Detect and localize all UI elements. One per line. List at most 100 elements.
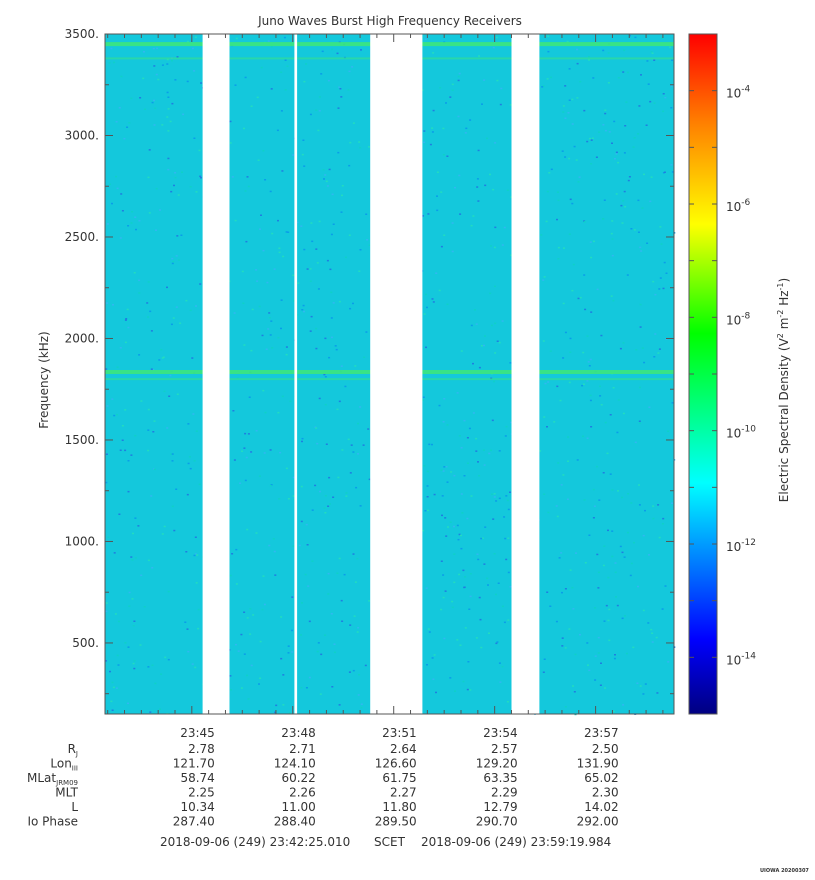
- noise-pixel: [119, 347, 122, 349]
- noise-pixel: [649, 100, 652, 103]
- noise-pixel: [453, 553, 456, 555]
- noise-pixel: [335, 348, 338, 351]
- noise-pixel: [607, 52, 610, 54]
- noise-pixel: [460, 493, 463, 495]
- noise-pixel: [250, 664, 253, 667]
- noise-pixel: [284, 89, 287, 91]
- noise-pixel: [111, 709, 114, 711]
- y-tick-label: 3000.: [65, 129, 99, 143]
- x-tick-label: 23:45: [180, 726, 215, 740]
- noise-pixel: [571, 202, 574, 205]
- noise-pixel: [569, 351, 572, 353]
- noise-pixel: [614, 571, 617, 574]
- noise-pixel: [671, 402, 674, 404]
- noise-pixel: [578, 176, 581, 178]
- noise-pixel: [567, 460, 569, 462]
- y-tick-label: 3500.: [65, 27, 99, 41]
- noise-pixel: [320, 73, 323, 75]
- ephemeris-value: 2.29: [491, 786, 518, 800]
- noise-pixel: [349, 307, 352, 310]
- noise-pixel: [572, 608, 575, 610]
- noise-pixel: [170, 323, 173, 326]
- noise-pixel: [457, 538, 460, 541]
- noise-pixel: [433, 493, 436, 496]
- noise-pixel: [604, 109, 607, 111]
- noise-pixel: [345, 495, 348, 497]
- noise-pixel: [590, 256, 593, 259]
- noise-pixel: [477, 149, 480, 152]
- noise-pixel: [196, 554, 199, 556]
- noise-pixel: [484, 526, 487, 528]
- noise-pixel: [250, 105, 253, 107]
- noise-pixel: [128, 591, 131, 594]
- noise-pixel: [639, 246, 642, 249]
- noise-pixel: [622, 200, 625, 202]
- noise-pixel: [304, 573, 307, 576]
- noise-pixel: [589, 241, 592, 243]
- noise-pixel: [320, 653, 323, 656]
- noise-pixel: [671, 502, 673, 504]
- noise-pixel: [590, 139, 593, 141]
- noise-pixel: [317, 642, 320, 644]
- noise-pixel: [156, 47, 159, 50]
- noise-pixel: [187, 423, 190, 425]
- noise-pixel: [456, 392, 459, 394]
- noise-pixel: [501, 320, 504, 322]
- noise-pixel: [331, 686, 334, 688]
- ephemeris-value: 289.50: [375, 815, 417, 829]
- noise-pixel: [292, 476, 295, 479]
- noise-pixel: [263, 452, 266, 454]
- noise-pixel: [162, 356, 165, 358]
- noise-pixel: [639, 303, 642, 306]
- noise-pixel: [424, 38, 427, 41]
- noise-pixel: [472, 412, 475, 414]
- noise-pixel: [127, 326, 130, 329]
- noise-pixel: [583, 221, 586, 223]
- noise-pixel: [105, 660, 107, 662]
- noise-pixel: [624, 125, 627, 127]
- noise-pixel: [564, 588, 567, 590]
- y-tick-label: 500.: [72, 636, 99, 650]
- noise-pixel: [638, 484, 640, 486]
- noise-pixel: [650, 628, 653, 631]
- noise-pixel: [324, 174, 327, 176]
- noise-pixel: [125, 318, 128, 320]
- noise-pixel: [623, 152, 626, 154]
- noise-pixel: [557, 462, 560, 464]
- noise-pixel: [164, 656, 167, 659]
- data-gap: [511, 34, 540, 714]
- noise-pixel: [442, 574, 445, 576]
- noise-pixel: [556, 385, 559, 388]
- noise-pixel: [244, 479, 247, 482]
- noise-pixel: [229, 675, 232, 677]
- noise-pixel: [150, 495, 153, 497]
- noise-pixel: [246, 674, 249, 677]
- noise-pixel: [611, 238, 614, 240]
- noise-pixel: [126, 308, 129, 311]
- noise-pixel: [345, 492, 348, 494]
- noise-pixel: [151, 101, 154, 104]
- noise-pixel: [472, 215, 475, 217]
- noise-pixel: [658, 348, 661, 350]
- noise-pixel: [187, 462, 190, 465]
- noise-pixel: [113, 552, 116, 554]
- noise-pixel: [305, 523, 308, 526]
- noise-pixel: [357, 627, 360, 629]
- noise-pixel: [562, 105, 565, 107]
- noise-pixel: [167, 130, 170, 132]
- noise-pixel: [564, 117, 567, 119]
- colorbar-tick-label: 10-8: [726, 311, 751, 327]
- noise-pixel: [429, 143, 432, 146]
- noise-pixel: [499, 103, 502, 106]
- noise-pixel: [503, 516, 506, 518]
- noise-pixel: [504, 537, 507, 540]
- noise-pixel: [285, 353, 288, 356]
- noise-pixel: [353, 615, 356, 617]
- noise-pixel: [327, 79, 330, 82]
- noise-pixel: [243, 447, 246, 449]
- noise-pixel: [611, 142, 613, 144]
- noise-pixel: [273, 268, 276, 270]
- noise-pixel: [138, 292, 141, 294]
- noise-pixel: [557, 258, 560, 260]
- noise-pixel: [422, 396, 425, 398]
